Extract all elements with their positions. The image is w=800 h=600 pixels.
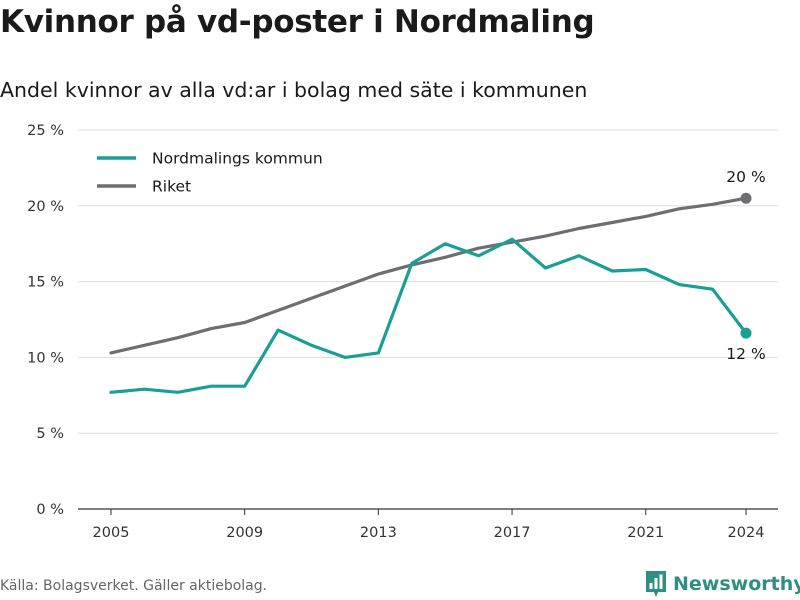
legend: Nordmalings kommun Riket xyxy=(97,150,323,196)
series-lines: 20 % 12 % xyxy=(109,168,766,394)
x-tick-label: 2009 xyxy=(226,525,263,541)
newsworthy-logo-icon xyxy=(646,571,666,597)
chart-subtitle: Andel kvinnor av alla vd:ar i bolag med … xyxy=(0,78,588,102)
axis: 0 % 5 % 10 % 15 % 20 % 25 % 2005 2009 2013 2017 20… xyxy=(27,123,764,541)
legend-label: Nordmalings kommun xyxy=(152,150,323,168)
y-tick-label: 5 % xyxy=(36,426,64,442)
brand-logo-group: Newsworthy xyxy=(645,569,800,599)
y-tick-label: 10 % xyxy=(27,350,64,366)
x-tick-label: 2005 xyxy=(93,525,130,541)
series-line-nordmaling xyxy=(109,237,748,394)
x-tick-label: 2017 xyxy=(494,525,531,541)
brand-name: Newsworthy xyxy=(673,573,800,595)
y-tick-label: 0 % xyxy=(36,502,64,518)
y-tick-label: 20 % xyxy=(27,199,64,215)
y-tick-label: 15 % xyxy=(27,275,64,291)
x-tick-label: 2021 xyxy=(627,525,664,541)
grid-lines xyxy=(78,129,778,510)
end-value-label: 12 % xyxy=(726,345,765,363)
legend-label: Riket xyxy=(152,178,191,196)
source-note: Källa: Bolagsverket. Gäller aktiebolag. xyxy=(0,578,268,594)
x-tick-label: 2024 xyxy=(728,525,765,541)
end-point-marker xyxy=(740,327,752,339)
line-chart: 0 % 5 % 10 % 15 % 20 % 25 % 2005 2009 2013 2017 20… xyxy=(27,123,778,541)
chart-title: Kvinnor på vd-poster i Nordmaling xyxy=(0,4,595,40)
x-tick-label: 2013 xyxy=(360,525,397,541)
y-tick-label: 25 % xyxy=(27,123,64,139)
series-line-riket xyxy=(109,196,748,355)
end-point-marker xyxy=(740,192,752,204)
end-value-label: 20 % xyxy=(726,168,765,186)
